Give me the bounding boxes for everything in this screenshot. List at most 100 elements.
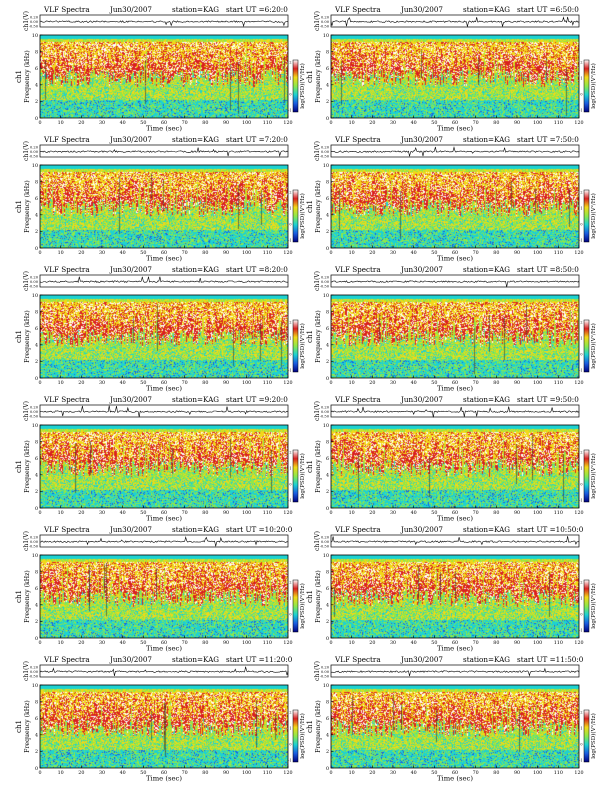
xtick-label: 90	[223, 640, 229, 646]
xtick-label: 80	[202, 380, 208, 386]
spectrogram-image	[331, 295, 579, 378]
colorbar-tick-label: -1	[579, 238, 582, 242]
ytick-label: 8	[35, 699, 38, 705]
waveform-frame	[39, 144, 289, 158]
colorbar-tick-label: -1	[288, 758, 291, 762]
ylabel-channel: ch1	[306, 720, 314, 733]
xtick-label: 70	[473, 380, 479, 386]
colorbar-tick-label: 2	[580, 580, 582, 584]
panel-product-label: VLF Spectra	[334, 5, 381, 14]
panel-start-time: start UT =8:20:0	[226, 265, 288, 274]
colorbar-tick-label: 0	[580, 742, 582, 746]
xtick-label: 10	[58, 640, 64, 646]
xtick-label: 110	[554, 510, 563, 516]
xtick-label: 90	[223, 250, 229, 256]
colorbar-tick-label: 1	[580, 726, 582, 730]
xtick-label: 80	[202, 120, 208, 126]
waveform-tick-label: 0.20	[321, 666, 330, 670]
xtick-label: 120	[283, 380, 292, 386]
xtick-label: 120	[574, 640, 583, 646]
panel-date: Jun30/2007	[400, 265, 443, 274]
ytick-label: 4	[35, 473, 38, 479]
ylabel-channel: ch1	[306, 330, 314, 343]
spectrogram-frame	[330, 34, 580, 119]
panel-axes: VLF Spectra Jun30/2007 station=KAG start UT…	[15, 5, 306, 133]
xtick-label: 40	[120, 640, 126, 646]
panel-date: Jun30/2007	[109, 395, 152, 404]
waveform-trace	[39, 405, 289, 417]
ytick-label: 10	[323, 683, 329, 689]
colorbar-tick-label: 1	[580, 76, 582, 80]
spectrogram-image	[331, 35, 579, 118]
ytick-label: 2	[326, 749, 329, 755]
waveform-tick-label: -0.50	[320, 415, 330, 419]
spectrogram-panel: VLF Spectra Jun30/2007 station=KAG start UT…	[297, 524, 597, 653]
ytick-label: 2	[35, 99, 38, 105]
xtick-label: 0	[329, 380, 332, 386]
xtick-label: 70	[182, 510, 188, 516]
waveform-ylabel: ch1(V)	[23, 401, 30, 421]
panel-start-time: start UT =9:20:0	[226, 395, 288, 404]
ytick-label: 8	[326, 569, 329, 575]
ytick-label: 0	[35, 246, 38, 252]
panel-product-label: VLF Spectra	[43, 525, 90, 534]
colorbar-tick-label: 1	[289, 466, 291, 470]
waveform-tick-label: -0.50	[29, 545, 39, 549]
ytick-label: 4	[326, 213, 329, 219]
colorbar-tick-label: 0	[580, 222, 582, 226]
xtick-label: 10	[349, 250, 355, 256]
ytick-label: 0	[35, 116, 38, 122]
xtick-label: 0	[329, 640, 332, 646]
colorbar-label: log(PSD)(V²/Hz)	[299, 713, 306, 759]
panel-start-time: start UT =6:50:0	[517, 5, 579, 14]
start-value: 8:50:0	[556, 265, 580, 274]
panel-station: station=KAG	[172, 395, 219, 404]
start-value: 10:50:0	[556, 525, 584, 534]
ytick-label: 8	[35, 49, 38, 55]
xtick-label: 20	[78, 120, 84, 126]
waveform-tick-label: -0.50	[320, 675, 330, 679]
xtick-label: 110	[554, 770, 563, 776]
start-prefix: start UT =	[226, 5, 265, 14]
colorbar-tick-label: 2	[289, 60, 291, 64]
colorbar-tick-label: 0	[580, 352, 582, 356]
start-prefix: start UT =	[226, 655, 265, 664]
xtick-label: 40	[411, 510, 417, 516]
spectrogram-image	[331, 165, 579, 248]
waveform-tick-label: -0.50	[320, 25, 330, 29]
xtick-label: 50	[431, 770, 437, 776]
xtick-label: 100	[533, 770, 542, 776]
ylabel-channel: ch1	[15, 330, 23, 343]
waveform-frame	[39, 274, 289, 288]
ylabel-frequency: Frequency (kHz)	[315, 440, 322, 493]
waveform-tick-label: 0.20	[321, 146, 330, 150]
xtick-label: 120	[574, 120, 583, 126]
xtick-label: 110	[263, 120, 272, 126]
spectrogram-image	[40, 555, 288, 638]
colorbar-tick-label: 0	[289, 222, 291, 226]
ylabel-frequency: Frequency (kHz)	[315, 700, 322, 753]
xtick-label: 10	[58, 770, 64, 776]
ytick-label: 6	[35, 716, 38, 722]
xtick-label: 40	[120, 120, 126, 126]
waveform-ylabel: ch1(V)	[314, 661, 321, 681]
xtick-label: 100	[533, 250, 542, 256]
ytick-label: 2	[35, 229, 38, 235]
colorbar-tick-label: 0	[289, 612, 291, 616]
colorbar-tick-label: -1	[579, 628, 582, 632]
xtick-label: 30	[390, 250, 396, 256]
colorbar	[583, 579, 590, 633]
waveform-ylabel: ch1(V)	[23, 141, 30, 161]
waveform-ylabel: ch1(V)	[23, 11, 30, 31]
colorbar-label: log(PSD)(V²/Hz)	[590, 193, 597, 239]
xtick-label: 20	[369, 510, 375, 516]
panel-date: Jun30/2007	[109, 265, 152, 274]
xlabel: Time (sec)	[437, 645, 473, 653]
waveform-trace	[330, 146, 580, 157]
xtick-label: 20	[78, 380, 84, 386]
waveform-frame	[330, 14, 580, 28]
waveform-tick-label: -0.50	[29, 415, 39, 419]
spectrogram-panel: VLF Spectra Jun30/2007 station=KAG start UT…	[6, 524, 306, 653]
xtick-label: 90	[223, 770, 229, 776]
spectrogram-image	[40, 425, 288, 508]
